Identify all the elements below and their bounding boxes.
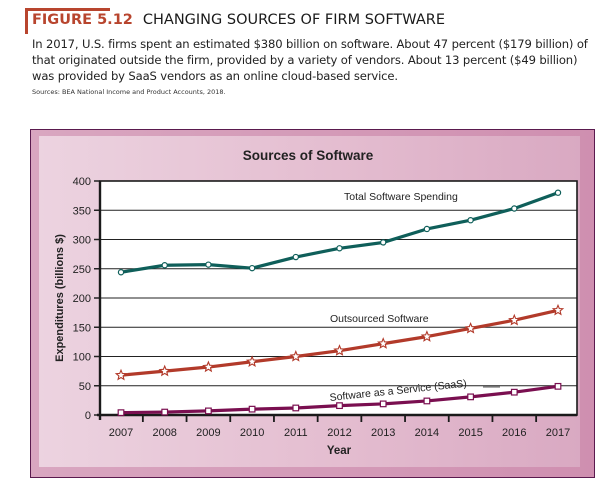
- data-point: [511, 205, 518, 212]
- series-group: [114, 189, 565, 417]
- data-point: [205, 261, 212, 268]
- figure-title: CHANGING SOURCES OF FIRM SOFTWARE: [142, 12, 445, 28]
- data-point: [161, 408, 169, 416]
- data-point: [333, 344, 346, 356]
- data-point: [289, 350, 303, 362]
- data-point: [205, 407, 212, 415]
- y-tick-label: 50: [79, 381, 91, 393]
- data-point: [202, 360, 215, 373]
- y-tick-label: 150: [73, 322, 91, 334]
- x-axis-label: Year: [327, 445, 352, 457]
- x-tick-label: 2009: [196, 427, 220, 439]
- data-point: [245, 355, 259, 367]
- data-point: [510, 388, 518, 396]
- x-tick-label: 2017: [546, 427, 570, 439]
- x-tick-label: 2007: [109, 427, 133, 439]
- series-total-software-spending: [117, 189, 562, 276]
- data-point: [248, 405, 256, 413]
- figure-source: Sources: BEA National Income and Product…: [32, 88, 226, 96]
- data-point: [554, 382, 562, 390]
- data-point: [554, 189, 562, 196]
- data-point: [423, 225, 431, 233]
- data-point: [464, 321, 477, 334]
- data-point: [467, 216, 474, 224]
- series-software-as-a-service-saas: [117, 382, 562, 417]
- data-point: [161, 262, 168, 269]
- y-tick-label: 350: [73, 205, 91, 217]
- y-axis-label: Expenditures (billions $): [54, 234, 66, 362]
- data-point: [423, 397, 431, 405]
- y-tick-label: 200: [73, 293, 91, 305]
- label-outsourced-software: Outsourced Software: [330, 313, 429, 325]
- y-tick-label: 400: [73, 176, 91, 188]
- x-tick-label: 2015: [458, 427, 482, 439]
- data-point: [158, 364, 171, 377]
- data-point: [292, 404, 300, 412]
- y-tick-label: 0: [85, 410, 91, 422]
- data-point: [376, 337, 390, 349]
- data-point: [551, 303, 565, 316]
- data-point: [420, 330, 434, 342]
- axes: 0 50 100 150 200 250 300 350 400 2007 2008 2009 2010…: [73, 176, 578, 439]
- x-tick-label: 2014: [415, 427, 439, 439]
- data-point: [336, 245, 343, 252]
- y-tick-label: 300: [73, 235, 91, 247]
- x-tick-label: 2016: [502, 427, 526, 439]
- data-point: [508, 313, 521, 326]
- series-outsourced-software: [114, 303, 565, 381]
- figure-number: FIGURE 5.12: [32, 12, 133, 28]
- figure-bracket-top: [25, 8, 110, 11]
- x-tick-label: 2008: [152, 427, 176, 439]
- x-tick-label: 2013: [371, 427, 395, 439]
- data-point: [117, 269, 125, 276]
- x-tick-label: 2010: [240, 427, 264, 439]
- data-point: [114, 368, 128, 381]
- figure-bracket-left: [25, 8, 28, 34]
- data-point: [336, 402, 343, 410]
- data-point: [292, 253, 299, 261]
- label-total-software-spending: Total Software Spending: [344, 191, 458, 203]
- data-point: [248, 264, 256, 272]
- data-point: [117, 409, 125, 417]
- figure-caption: In 2017, U.S. firms spent an estimated $…: [32, 37, 588, 83]
- chart-title: Sources of Software: [242, 148, 374, 163]
- y-tick-label: 100: [73, 352, 91, 364]
- figure-heading: FIGURE 5.12 CHANGING SOURCES OF FIRM SOFT…: [32, 12, 445, 28]
- y-tick-label: 250: [73, 264, 91, 276]
- x-tick-label: 2011: [284, 427, 308, 439]
- data-point: [380, 239, 387, 246]
- data-point: [379, 400, 387, 408]
- x-tick-label: 2012: [327, 427, 351, 439]
- data-point: [467, 393, 474, 401]
